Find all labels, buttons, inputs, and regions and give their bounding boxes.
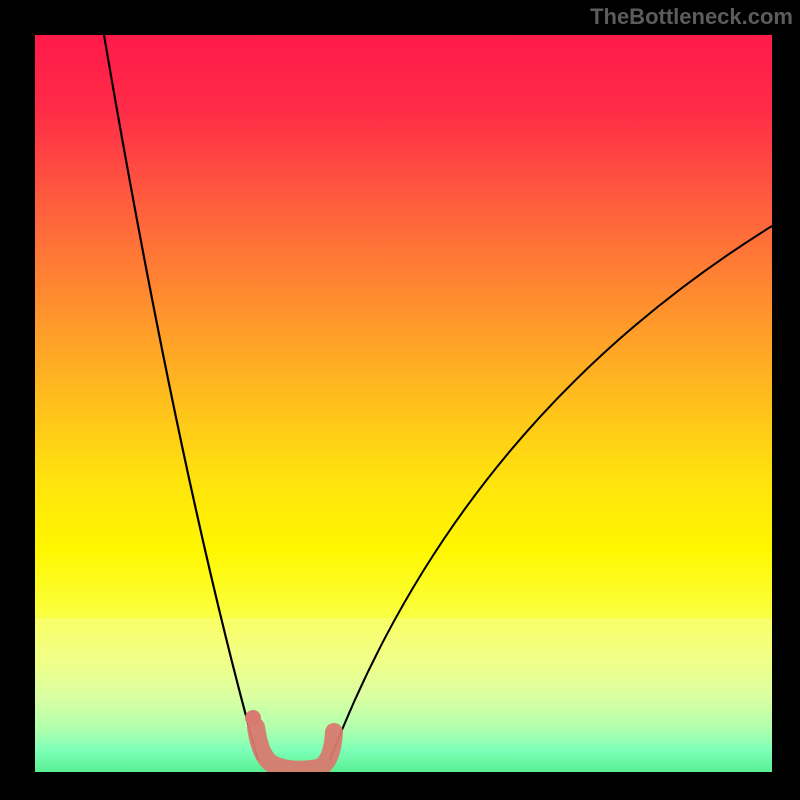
bottleneck-curve-chart: [0, 0, 800, 800]
optimal-range-endpoint-dot: [245, 710, 261, 726]
lower-highlight-band: [35, 618, 772, 772]
watermark-text: TheBottleneck.com: [590, 4, 793, 30]
